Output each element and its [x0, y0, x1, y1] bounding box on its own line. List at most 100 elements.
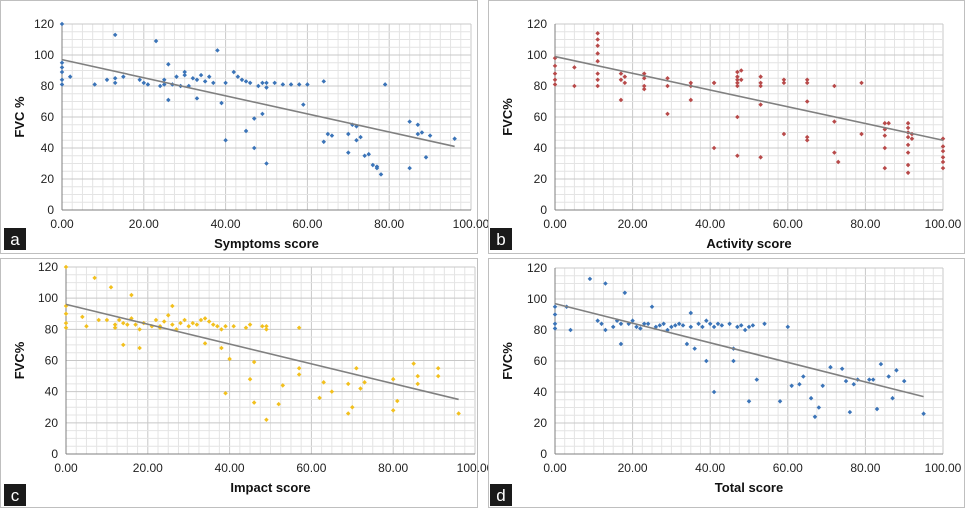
- data-point: [202, 79, 208, 84]
- data-point: [59, 65, 65, 70]
- data-point: [210, 322, 216, 327]
- data-point: [378, 172, 384, 177]
- data-point: [112, 32, 118, 38]
- x-tick-label: 20.00: [129, 217, 159, 231]
- data-point: [777, 399, 783, 404]
- data-point: [264, 327, 269, 332]
- data-point: [125, 322, 130, 327]
- x-tick-label: 0.00: [543, 461, 567, 475]
- data-point: [153, 38, 159, 44]
- data-point: [178, 320, 183, 326]
- panel-label: a: [10, 230, 20, 249]
- data-point: [219, 100, 224, 106]
- data-point: [905, 125, 911, 131]
- data-point: [785, 324, 791, 330]
- data-point: [552, 304, 558, 310]
- data-point: [645, 321, 651, 327]
- data-point: [129, 292, 134, 298]
- y-tick-label: 60: [45, 354, 59, 368]
- data-point: [346, 131, 351, 137]
- y-axis-title: FVC%: [500, 342, 515, 380]
- y-tick-label: 0: [540, 203, 547, 217]
- data-point: [719, 323, 725, 328]
- y-tick-label: 100: [34, 48, 54, 62]
- data-point: [688, 324, 694, 330]
- scatter-panel-d: 0 20 40 60 80 100 120 0.00 20.00 40.00 60.00 80.00 1…: [488, 258, 965, 508]
- x-axis-title: Activity score: [706, 236, 791, 251]
- data-point: [243, 325, 249, 331]
- data-point: [847, 409, 853, 415]
- y-tick-label: 100: [527, 48, 547, 62]
- data-point: [133, 322, 138, 327]
- panel-frame: [488, 0, 965, 254]
- data-point: [688, 310, 694, 316]
- data-point: [415, 381, 421, 387]
- data-point: [901, 378, 907, 384]
- data-point: [456, 411, 461, 416]
- data-point: [878, 361, 884, 367]
- panel-label: b: [496, 230, 505, 249]
- data-point: [276, 401, 281, 407]
- data-point: [415, 122, 421, 128]
- y-axis-title: FVC %: [12, 96, 27, 138]
- data-point: [568, 327, 573, 333]
- y-tick-label: 40: [41, 141, 55, 155]
- data-point: [820, 383, 825, 389]
- data-point: [816, 405, 822, 410]
- data-point: [350, 404, 355, 410]
- x-tick-label: 40.00: [215, 461, 245, 475]
- data-point: [839, 366, 845, 372]
- panel-label: d: [496, 486, 505, 505]
- data-point: [182, 72, 187, 78]
- x-tick-label: 60.00: [292, 217, 322, 231]
- gridlines: [554, 267, 944, 455]
- data-point: [296, 366, 302, 371]
- y-tick-label: 60: [534, 354, 548, 368]
- y-tick-label: 120: [527, 261, 547, 275]
- y-axis-title: FVC%: [500, 98, 515, 136]
- panel-label: c: [11, 486, 20, 505]
- data-point: [165, 313, 171, 318]
- data-point: [251, 359, 257, 365]
- data-point: [247, 322, 253, 327]
- y-tick-label: 80: [45, 322, 59, 336]
- data-point: [411, 361, 416, 366]
- data-point: [166, 97, 171, 103]
- data-point: [704, 358, 709, 364]
- data-point: [657, 323, 663, 328]
- data-point: [610, 324, 616, 330]
- data-point: [867, 377, 872, 382]
- data-point: [59, 21, 65, 27]
- data-point: [711, 324, 717, 330]
- data-point: [673, 323, 678, 328]
- data-point: [692, 346, 697, 351]
- data-point: [296, 372, 302, 377]
- data-point: [638, 326, 643, 331]
- data-point: [161, 319, 167, 324]
- y-tick-label: 80: [534, 79, 548, 93]
- y-tick-label: 100: [38, 291, 58, 305]
- x-tick-label: 100.00: [453, 217, 490, 231]
- data-point: [622, 290, 628, 296]
- data-point: [407, 165, 412, 171]
- data-point: [112, 75, 118, 81]
- data-point: [194, 322, 200, 327]
- scatter-panel-c: 0 20 40 60 80 100 120 0.00 20.00 40.00 60.00 80.00 1…: [0, 258, 494, 508]
- x-tick-label: 80.00: [374, 217, 404, 231]
- data-point: [231, 323, 236, 329]
- data-point: [634, 324, 639, 330]
- data-point: [227, 356, 232, 362]
- data-point: [552, 326, 558, 331]
- data-point: [452, 136, 457, 141]
- y-tick-label: 120: [34, 17, 54, 31]
- x-tick-label: 80.00: [850, 461, 880, 475]
- x-tick-label: 40.00: [211, 217, 241, 231]
- data-point: [358, 134, 363, 140]
- data-point: [166, 62, 171, 67]
- x-tick-label: 20.00: [133, 461, 163, 475]
- data-point: [738, 323, 744, 328]
- data-point: [742, 327, 748, 333]
- data-point: [215, 48, 220, 53]
- x-tick-label: 60.00: [773, 461, 803, 475]
- x-tick-label: 80.00: [378, 461, 408, 475]
